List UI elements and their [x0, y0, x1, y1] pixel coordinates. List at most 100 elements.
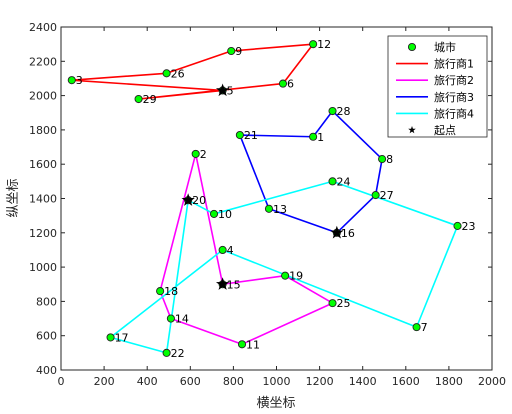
city-marker — [209, 209, 219, 218]
city-marker — [328, 299, 337, 308]
route-line-1 — [70, 43, 314, 100]
y-tick-label: 600 — [36, 330, 57, 343]
legend-box — [387, 35, 488, 138]
x-tick-label: 400 — [137, 375, 158, 388]
city-marker — [328, 177, 337, 186]
city-label: 4 — [227, 244, 234, 257]
y-tick-label: 2000 — [29, 90, 57, 103]
city-marker — [412, 323, 421, 332]
y-tick-label: 400 — [36, 364, 57, 377]
city-label: 26 — [171, 67, 185, 80]
city-label: 13 — [273, 203, 287, 216]
city-label: 3 — [76, 74, 83, 87]
city-marker — [237, 340, 247, 349]
city-marker — [162, 69, 171, 78]
x-axis: 0 200 400 600 800 1000 1200 1400 1600 1800 2000 — [58, 27, 506, 388]
x-tick-label: 2000 — [478, 375, 506, 388]
x-axis-title: 横坐标 — [256, 396, 295, 411]
y-tick-label: 1200 — [29, 227, 57, 240]
city-label: 23 — [462, 220, 476, 233]
legend-label-start: 起点 — [434, 124, 456, 137]
city-marker — [134, 94, 143, 104]
y-tick-label: 800 — [36, 295, 57, 308]
legend-label-city: 城市 — [434, 40, 456, 54]
city-label: 12 — [317, 38, 331, 51]
x-tick-label: 1400 — [349, 375, 377, 388]
x-tick-label: 1200 — [306, 375, 334, 388]
city-label: 1 — [317, 131, 324, 144]
city-label: 5 — [227, 84, 234, 97]
city-label: 24 — [337, 175, 351, 188]
route-line-2 — [159, 153, 334, 346]
city-marker — [218, 245, 227, 254]
legend-label-2: 旅行商2 — [434, 73, 474, 87]
legend-city-swatch — [407, 42, 417, 52]
city-label: 10 — [218, 208, 232, 221]
city-labels: 1234567891011121314151617181920212223242… — [76, 38, 476, 360]
legend-label-1: 旅行商1 — [434, 57, 474, 71]
y-tick-label: 1600 — [29, 158, 57, 171]
city-label: 28 — [337, 105, 351, 118]
city-marker — [371, 191, 380, 200]
city-marker — [328, 106, 337, 116]
y-tick-label: 1400 — [29, 193, 57, 206]
city-label: 21 — [244, 129, 258, 142]
y-tick-label: 2400 — [29, 21, 57, 34]
city-marker — [162, 348, 171, 357]
city-label: 15 — [227, 278, 241, 291]
y-tick-label: 1000 — [29, 261, 57, 274]
route-line-3 — [239, 110, 383, 234]
city-marker — [106, 333, 115, 342]
x-tick-label: 1800 — [435, 375, 463, 388]
city-label: 18 — [164, 285, 178, 298]
city-label: 25 — [337, 297, 351, 310]
x-tick-label: 200 — [94, 375, 115, 388]
legend-start-swatch — [408, 126, 416, 134]
city-marker — [166, 314, 175, 323]
city-marker — [264, 204, 274, 213]
city-marker — [278, 79, 288, 88]
start-markers — [181, 83, 344, 290]
city-label: 8 — [386, 153, 393, 166]
x-tick-label: 1600 — [392, 375, 420, 388]
city-marker — [378, 155, 387, 164]
y-tick-label: 1800 — [29, 124, 57, 137]
city-label: 17 — [115, 331, 129, 344]
city-label: 19 — [289, 270, 303, 283]
city-label: 27 — [380, 189, 394, 202]
start-marker — [215, 277, 230, 290]
legend-label-4: 旅行商4 — [434, 106, 474, 120]
city-marker — [309, 132, 318, 141]
x-tick-label: 800 — [223, 375, 244, 388]
y-axis: 400 600 800 1000 1200 1400 1600 1800 2000 2200 240… — [29, 21, 492, 377]
start-marker — [330, 225, 344, 239]
x-tick-label: 0 — [58, 375, 65, 388]
city-label: 20 — [192, 194, 206, 207]
x-tick-label: 1000 — [263, 375, 291, 388]
city-label: 6 — [287, 78, 294, 91]
y-axis-title: 纵坐标 — [6, 178, 21, 217]
legend-label-3: 旅行商3 — [434, 90, 474, 104]
city-marker — [235, 130, 244, 140]
start-marker — [215, 83, 230, 97]
city-label: 29 — [143, 93, 157, 106]
city-marker — [309, 40, 318, 49]
city-marker — [227, 46, 236, 56]
x-tick-label: 600 — [180, 375, 201, 388]
city-marker — [67, 76, 76, 85]
city-label: 11 — [246, 338, 260, 351]
city-label: 14 — [175, 313, 189, 326]
city-label: 22 — [171, 347, 185, 360]
city-label: 16 — [341, 227, 355, 240]
city-label: 9 — [235, 45, 242, 58]
city-marker — [281, 271, 290, 280]
city-marker — [453, 221, 462, 230]
city-marker — [156, 287, 165, 296]
city-marker — [191, 149, 200, 158]
city-label: 7 — [421, 321, 428, 334]
start-marker — [181, 193, 195, 206]
y-tick-label: 2200 — [29, 55, 57, 68]
city-label: 2 — [200, 148, 207, 161]
